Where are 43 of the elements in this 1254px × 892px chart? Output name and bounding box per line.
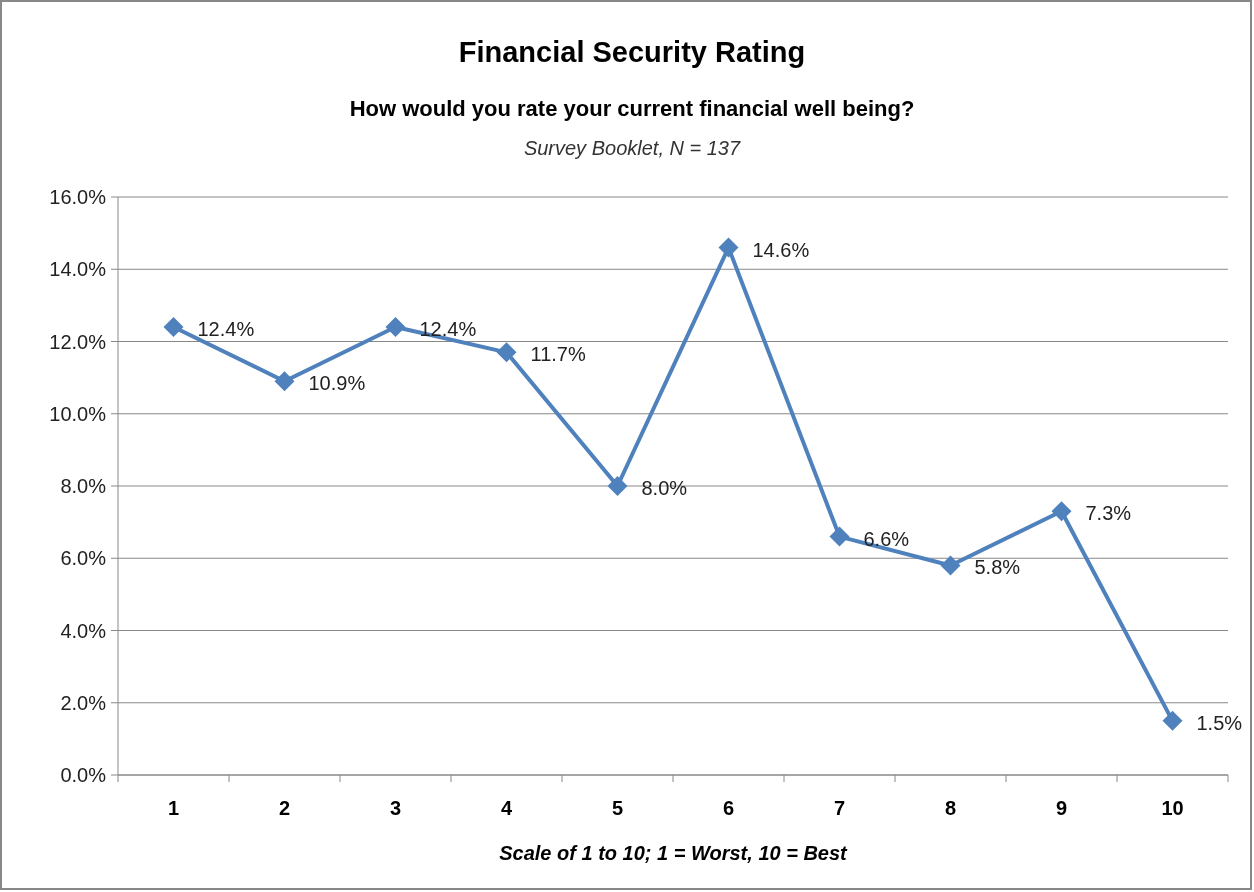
- chart-title: Financial Security Rating: [458, 36, 806, 68]
- data-label: 12.4%: [419, 318, 477, 341]
- point: [274, 371, 295, 392]
- point: [940, 555, 961, 576]
- y-tick-label: 16.0%: [49, 186, 107, 208]
- y-tick-label: 0.0%: [60, 764, 107, 786]
- x-tick-label: 5: [611, 797, 624, 819]
- point: [385, 317, 406, 338]
- data-label: 1.5%: [1196, 711, 1243, 734]
- point: [829, 526, 850, 547]
- point: [496, 342, 517, 363]
- point: [1051, 501, 1072, 522]
- x-tick-label: 8: [944, 797, 957, 819]
- y-tick-label: 6.0%: [60, 547, 107, 570]
- y-tick-label: 8.0%: [60, 475, 107, 497]
- y-tick-label: 12.0%: [49, 330, 107, 353]
- y-tick-label: 14.0%: [49, 258, 107, 281]
- text: Survey Booklet, N = 137: [523, 137, 741, 159]
- x-tick-label: 7: [833, 797, 846, 819]
- data-label: 11.7%: [530, 343, 586, 366]
- x-tick-label: 1: [167, 797, 180, 819]
- data-label: 7.3%: [1085, 502, 1132, 525]
- y-tick-label: 4.0%: [60, 619, 107, 642]
- x-tick-label: 3: [389, 797, 402, 819]
- data-label: 10.9%: [308, 372, 366, 395]
- point: [718, 237, 739, 258]
- point: [163, 317, 184, 338]
- x-tick-label: 10: [1161, 797, 1184, 819]
- data-label: 12.4%: [197, 318, 255, 341]
- y-tick-label: 2.0%: [60, 691, 107, 714]
- x-tick-label: 9: [1055, 797, 1068, 819]
- y-tick-label: 10.0%: [49, 402, 107, 425]
- x-tick-label: 6: [722, 797, 735, 819]
- x-tick-label: 4: [500, 797, 513, 819]
- data-label: 14.6%: [752, 238, 810, 261]
- x-axis-title: Scale of 1 to 10; 1 = Worst, 10 = Best: [499, 842, 849, 864]
- point: [1162, 710, 1183, 731]
- chart-subtitle: How would you rate your current financial well being?: [349, 96, 915, 121]
- x-tick-label: 2: [278, 797, 291, 819]
- point: [607, 476, 628, 496]
- data-label: 8.0%: [641, 477, 688, 499]
- data-label: 6.6%: [863, 527, 910, 550]
- data-label: 5.8%: [974, 556, 1021, 579]
